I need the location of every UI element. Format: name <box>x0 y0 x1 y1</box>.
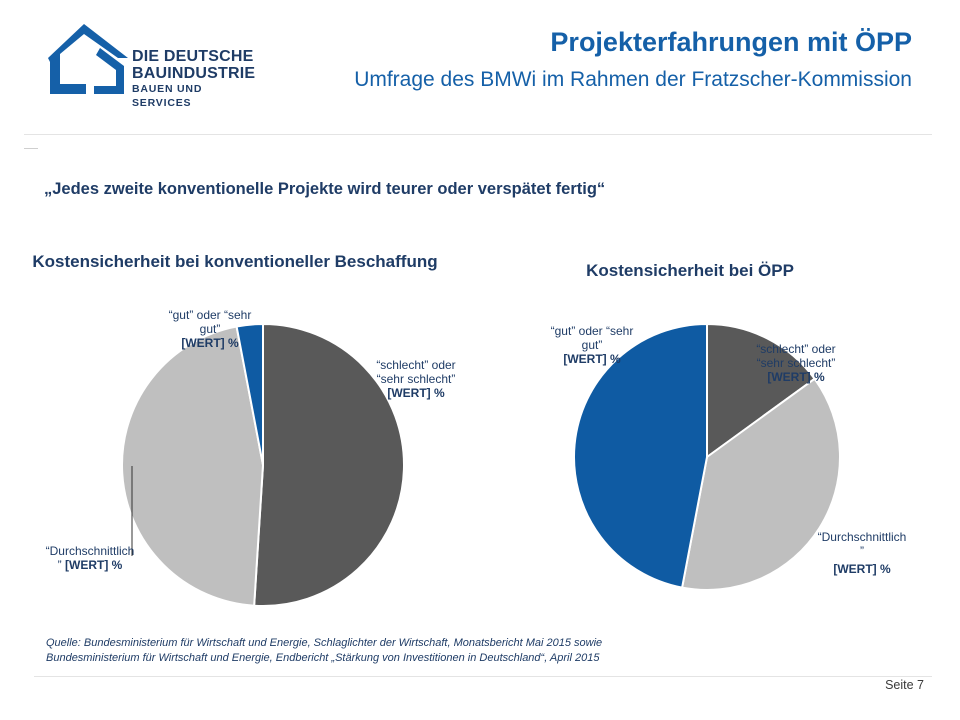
logo-line-2: BAUINDUSTRIE <box>132 65 256 82</box>
pie-chart-oepp <box>573 322 841 591</box>
logo-text: DIE DEUTSCHE BAUINDUSTRIE BAUEN UND SERV… <box>132 48 255 110</box>
label-c2-schlecht-value: [WERT] % <box>767 370 825 384</box>
label-c1-schlecht-line2: “sehr schlecht” <box>376 372 456 386</box>
label-c1-gut-value: [WERT] % <box>181 336 239 350</box>
pie-slice-2 <box>235 322 264 466</box>
label-c2-durch-value: [WERT] % <box>833 562 891 576</box>
label-c1-durch-value: [WERT] % <box>65 558 123 572</box>
pie-slice-1 <box>121 325 265 607</box>
page-number: Seite 7 <box>885 678 924 692</box>
label-c1-schlecht: “schlecht” oder “sehr schlecht” [WERT] % <box>356 358 476 400</box>
headline-quote: „Jedes zweite konventionelle Projekte wi… <box>44 180 606 198</box>
pie-slice-0 <box>706 322 816 459</box>
label-c1-gut: “gut” oder “sehr gut” [WERT] % <box>150 308 270 350</box>
label-c2-gut: “gut” oder “sehr gut” [WERT] % <box>532 324 652 366</box>
logo-line-3: BAUEN UND SERVICES <box>132 83 203 109</box>
source-note: Quelle: Bundesministerium für Wirtschaft… <box>46 636 766 666</box>
label-c2-durch-line1: “Durchschnittlich <box>817 530 907 544</box>
source-line-1: Quelle: Bundesministerium für Wirtschaft… <box>46 637 603 649</box>
label-c1-durch-line1: “Durchschnittlich <box>45 544 135 558</box>
label-c1-gut-line1: “gut” oder “sehr <box>168 308 252 322</box>
label-c1-durch: “Durchschnittlich ” [WERT] % <box>26 544 154 572</box>
label-c2-gut-line1: “gut” oder “sehr <box>550 324 634 338</box>
corner-mark <box>24 148 38 149</box>
label-c1-durch-line2: ” [WERT] % <box>26 558 154 572</box>
label-c2-gut-line2: gut” <box>581 338 603 352</box>
label-c2-schlecht-line1: “schlecht” oder <box>756 342 836 356</box>
chart-title-conventional: Kostensicherheit bei konventioneller Bes… <box>32 252 438 271</box>
source-line-2: Bundesministerium für Wirtschaft und Ene… <box>46 652 600 664</box>
page-subtitle: Umfrage des BMWi im Rahmen der Fratzsche… <box>354 68 912 91</box>
label-c1-schlecht-line1: “schlecht” oder <box>376 358 456 372</box>
pie-slice-1 <box>680 377 841 591</box>
logo: DIE DEUTSCHE BAUINDUSTRIE BAUEN UND SERV… <box>44 18 255 109</box>
pie-slice-0 <box>253 322 405 607</box>
footer-divider <box>34 676 932 677</box>
label-c1-schlecht-value: [WERT] % <box>387 386 445 400</box>
page-title: Projekterfahrungen mit ÖPP <box>550 27 912 57</box>
label-c1-gut-line2: gut” <box>199 322 221 336</box>
label-c2-gut-value: [WERT] % <box>563 352 621 366</box>
logo-line-1: DIE DEUTSCHE <box>132 48 254 65</box>
label-c2-schlecht-line2: “sehr schlecht” <box>756 356 836 370</box>
pie-chart-conventional <box>121 322 405 607</box>
label-c2-schlecht: “schlecht” oder “sehr schlecht” [WERT] % <box>736 342 856 384</box>
chart-title-oepp: Kostensicherheit bei ÖPP <box>586 261 794 280</box>
label-c2-durch: “Durchschnittlich ” [WERT] % <box>800 530 924 576</box>
leader-line <box>131 466 133 556</box>
label-c2-durch-line2: ” <box>860 544 864 558</box>
pie-slice-2 <box>573 322 708 589</box>
header-divider <box>24 134 932 135</box>
house-logo-icon <box>48 24 128 94</box>
label-c1-durch-line2-text: ” <box>57 558 62 572</box>
